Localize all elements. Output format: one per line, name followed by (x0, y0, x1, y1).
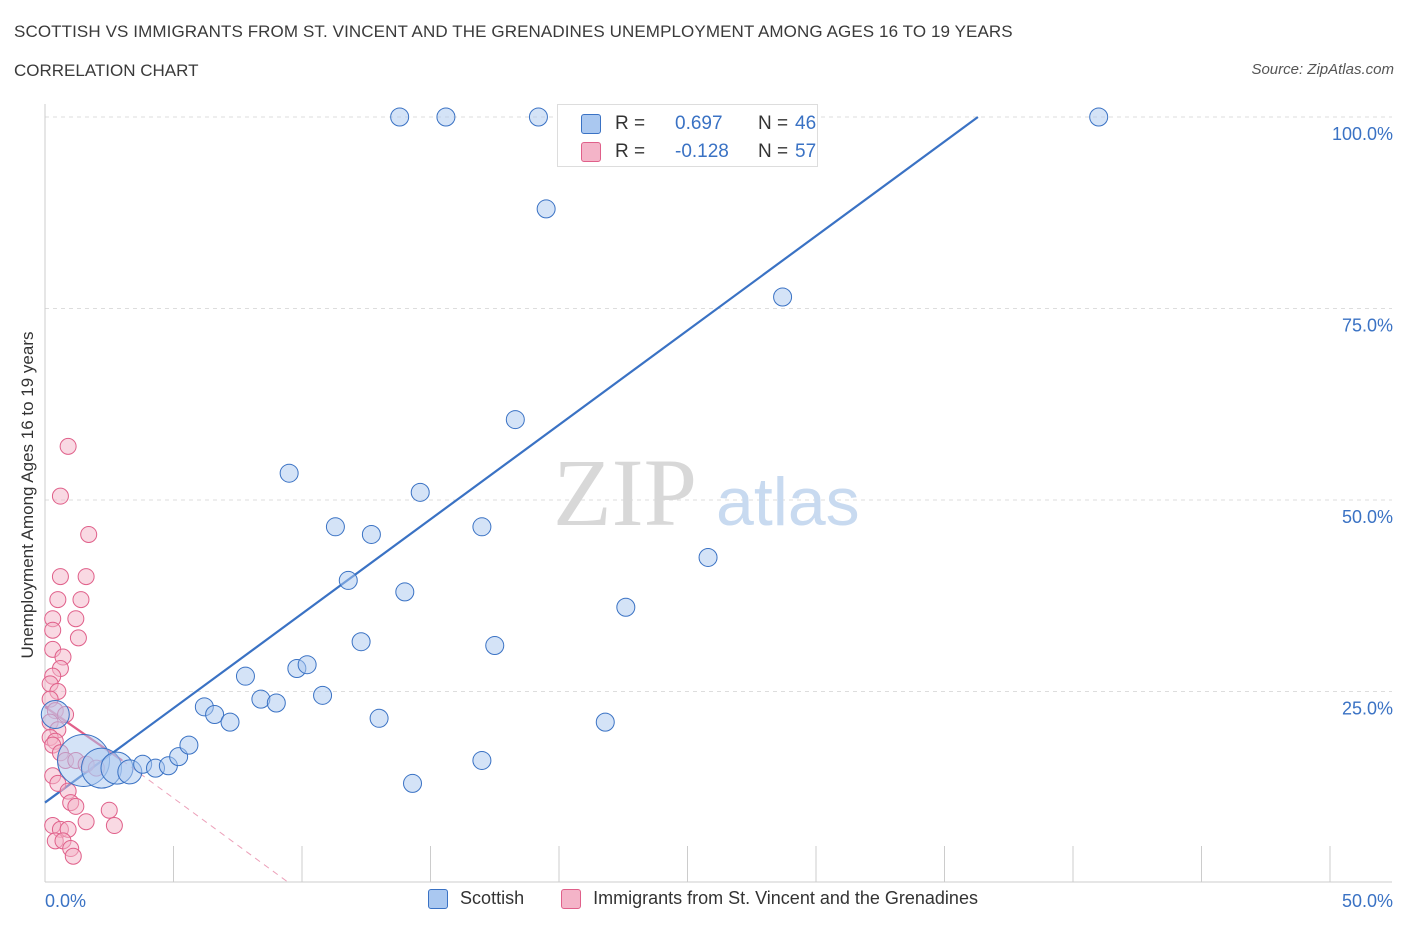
data-point-scottish (390, 107, 410, 127)
data-point-scottish (40, 699, 70, 729)
legend-swatch-blue (428, 888, 449, 909)
stats-n-value: 46 (795, 113, 817, 134)
data-point-scottish (403, 773, 423, 793)
data-point-scottish (616, 597, 636, 617)
data-point-scottish (472, 750, 492, 770)
data-point-immigrants (80, 525, 98, 543)
data-point-scottish (235, 666, 255, 686)
stats-n-label: N = (758, 113, 789, 134)
data-point-scottish (361, 524, 381, 544)
tick-labels: 100.0% 75.0% 50.0% 25.0% 0.0% 50.0% (45, 124, 1393, 911)
chart-title: SCOTTISH VS IMMIGRANTS FROM ST. VINCENT … (14, 22, 1013, 41)
watermark-zip: ZIP (553, 439, 697, 546)
stats-r-label: R = (615, 113, 646, 134)
data-point-scottish (698, 547, 718, 567)
data-point-scottish (505, 410, 525, 430)
chart-subtitle: CORRELATION CHART (14, 61, 199, 80)
y-tick-label: 50.0% (1342, 507, 1393, 527)
data-point-scottish (313, 685, 333, 705)
data-point-scottish (773, 287, 793, 307)
y-tick-label: 75.0% (1342, 316, 1393, 336)
stats-n-value: 57 (795, 141, 817, 162)
data-point-immigrants (67, 797, 85, 815)
data-point-immigrants (51, 568, 69, 586)
data-point-scottish (528, 107, 548, 127)
trend-line-immigrants-extrapolated (121, 760, 290, 884)
legend: Scottish Immigrants from St. Vincent and… (0, 888, 1406, 914)
data-point-scottish (266, 693, 286, 713)
stats-r-value: 0.697 (675, 113, 723, 134)
data-point-scottish (410, 482, 430, 502)
legend-swatch-pink (561, 888, 582, 909)
watermark: ZIP atlas (553, 439, 860, 546)
data-point-immigrants (49, 591, 67, 609)
y-tick-label: 100.0% (1332, 124, 1393, 144)
stats-box: R = 0.697 N = 46 R = -0.128 N = 57 (557, 104, 818, 167)
stats-n-label: N = (758, 141, 789, 162)
data-point-scottish (485, 636, 505, 656)
data-point-immigrants (67, 610, 85, 628)
legend-label: Scottish (460, 888, 525, 908)
data-point-scottish (338, 570, 358, 590)
axes (44, 104, 1392, 883)
x-tick-label: 50.0% (1342, 891, 1393, 911)
data-point-scottish (472, 517, 492, 537)
data-point-immigrants (100, 801, 118, 819)
x-tick-label: 0.0% (45, 891, 86, 911)
data-point-immigrants (105, 817, 123, 835)
data-point-scottish (395, 582, 415, 602)
legend-label: Immigrants from St. Vincent and the Gren… (593, 888, 978, 908)
data-point-immigrants (69, 629, 87, 647)
watermark-atlas: atlas (716, 464, 860, 540)
stats-swatch-pink (581, 142, 601, 162)
data-point-scottish (369, 708, 389, 728)
y-axis-label: Unemployment Among Ages 16 to 19 years (18, 332, 37, 659)
data-point-immigrants (77, 568, 95, 586)
data-point-scottish (1089, 107, 1109, 127)
data-point-scottish (297, 655, 317, 675)
data-point-immigrants (51, 487, 69, 505)
source-label: Source: ZipAtlas.com (1251, 61, 1394, 78)
data-point-scottish (325, 517, 345, 537)
data-point-immigrants (59, 437, 77, 455)
trend-line-scottish (44, 116, 979, 804)
data-point-scottish (595, 712, 615, 732)
data-point-immigrants (44, 621, 62, 639)
data-point-scottish (279, 463, 299, 483)
series-immigrants-points (41, 437, 123, 865)
y-tick-label: 25.0% (1342, 699, 1393, 719)
data-point-scottish (536, 199, 556, 219)
data-point-immigrants (72, 591, 90, 609)
data-point-scottish (351, 632, 371, 652)
legend-item-immigrants[interactable]: Immigrants from St. Vincent and the Gren… (561, 888, 978, 909)
data-point-scottish (220, 712, 240, 732)
data-point-immigrants (64, 847, 82, 865)
data-point-scottish (205, 704, 225, 724)
gridlines (45, 116, 1392, 692)
stats-r-label: R = (615, 141, 646, 162)
series-scottish-points (40, 107, 1109, 793)
data-point-scottish (179, 735, 199, 755)
data-point-immigrants (77, 813, 95, 831)
legend-item-scottish[interactable]: Scottish (428, 888, 524, 909)
stats-r-value: -0.128 (675, 141, 729, 162)
data-point-scottish (436, 107, 456, 127)
stats-swatch-blue (581, 114, 601, 134)
